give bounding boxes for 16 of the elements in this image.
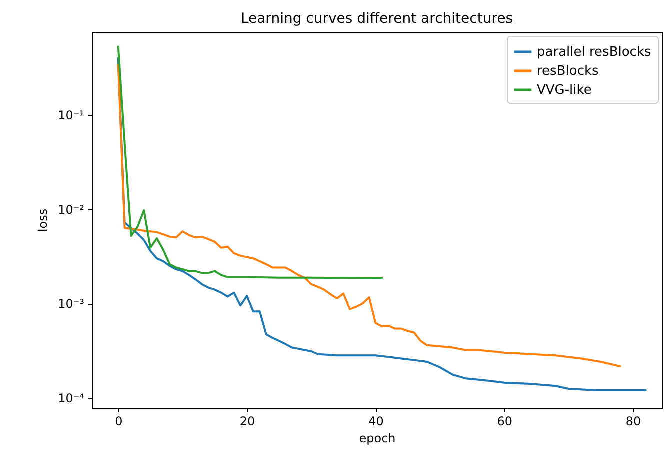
x-tick-label: 60 [497,414,513,428]
y-tick-label: 10⁻¹ [58,108,85,123]
x-axis-title: epoch [359,432,396,446]
legend-label: VVG-like [537,83,592,98]
x-tick-label: 40 [368,414,384,428]
x-tick-label: 0 [115,414,123,428]
chart-title: Learning curves different architectures [240,11,514,27]
line-series [117,46,384,280]
legend-label: parallel resBlocks [537,45,652,60]
y-tick-label: 10⁻² [58,202,85,217]
y-axis-title: loss [36,208,50,232]
legend-label: resBlocks [537,64,599,79]
x-tick-label: 80 [626,414,642,428]
y-tick-label: 10⁻³ [58,297,85,312]
y-tick-label: 10⁻⁴ [58,391,85,406]
x-tick-label: 20 [240,414,256,428]
